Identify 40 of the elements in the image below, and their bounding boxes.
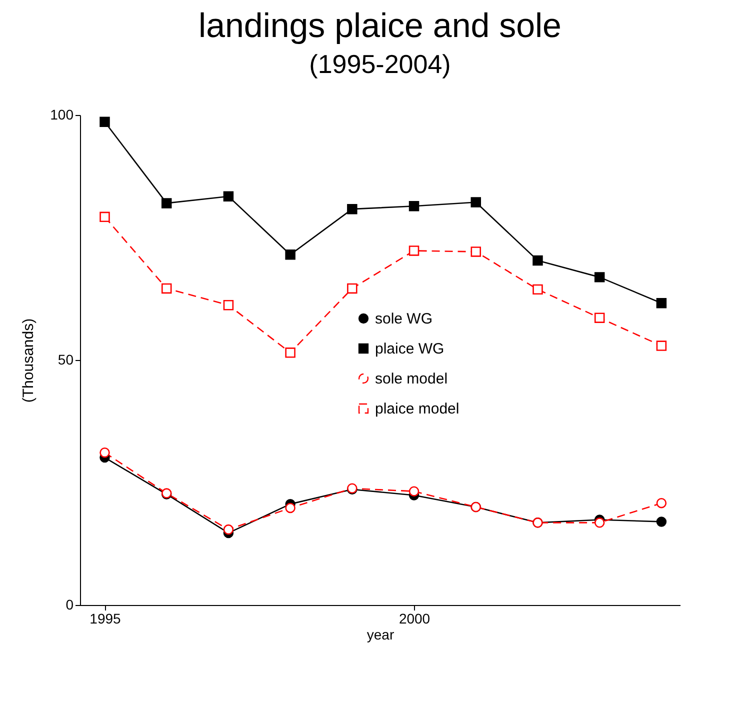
legend-label: plaice WG bbox=[375, 340, 444, 358]
point bbox=[161, 198, 172, 208]
point bbox=[100, 447, 110, 458]
point bbox=[656, 298, 667, 308]
point bbox=[285, 250, 296, 260]
point bbox=[100, 116, 110, 127]
point bbox=[594, 272, 605, 282]
x-tick-label: 2000 bbox=[398, 610, 430, 626]
point bbox=[656, 498, 667, 508]
point bbox=[161, 283, 172, 294]
chart-title: landings plaice and sole bbox=[198, 7, 562, 45]
point bbox=[594, 312, 605, 323]
point bbox=[408, 246, 420, 256]
point bbox=[408, 201, 420, 212]
point bbox=[100, 212, 110, 222]
point bbox=[594, 518, 605, 528]
legend-label: plaice model bbox=[375, 400, 460, 418]
y-axis-title: (Thousands) bbox=[20, 318, 38, 403]
point bbox=[470, 197, 481, 208]
point bbox=[223, 300, 234, 310]
point bbox=[532, 284, 543, 295]
y-tick-label: 0 bbox=[66, 596, 74, 612]
point bbox=[656, 340, 667, 351]
x-axis-title: year bbox=[366, 626, 394, 642]
y-tick-label: 50 bbox=[58, 352, 74, 368]
point bbox=[408, 486, 420, 496]
point bbox=[285, 502, 296, 514]
point bbox=[347, 204, 358, 214]
legend-label: sole model bbox=[375, 370, 448, 388]
x-tick-label: 1995 bbox=[90, 610, 122, 626]
point bbox=[223, 191, 234, 202]
point bbox=[223, 524, 234, 535]
point bbox=[470, 246, 481, 257]
point bbox=[347, 283, 358, 294]
chart-subtitle: (1995-2004) bbox=[309, 49, 451, 79]
point bbox=[532, 255, 543, 266]
point bbox=[656, 516, 667, 527]
point bbox=[285, 348, 296, 358]
y-tick-label: 100 bbox=[50, 106, 74, 122]
legend-label: sole WG bbox=[375, 310, 433, 328]
